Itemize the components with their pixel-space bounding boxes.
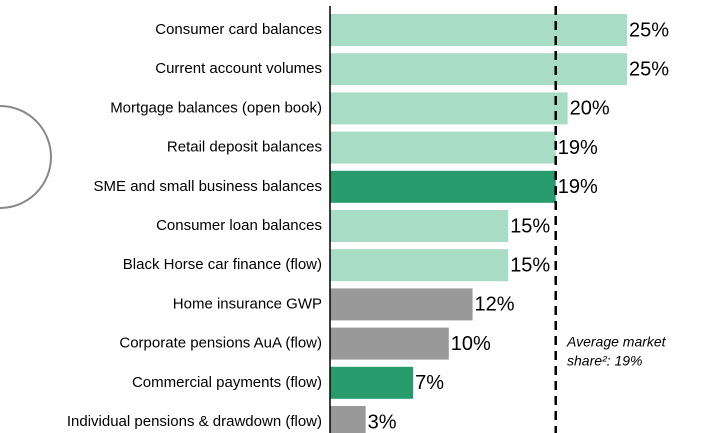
value-label: 7% (415, 372, 444, 394)
category-label: Consumer card balances (155, 21, 322, 38)
value-label: 3% (368, 411, 397, 433)
bar (330, 14, 627, 46)
bar (330, 92, 568, 125)
bar (330, 53, 627, 86)
value-label: 19% (558, 176, 598, 198)
value-label: 15% (510, 254, 550, 276)
decor-circle (0, 105, 52, 209)
category-label: Consumer loan balances (156, 217, 322, 234)
bar (330, 327, 449, 360)
value-label: 25% (629, 19, 669, 41)
value-label: 12% (475, 294, 515, 316)
bar (330, 210, 509, 242)
category-label: Retail deposit balances (167, 139, 322, 156)
category-label: Commercial payments (flow) (132, 374, 322, 391)
bar (330, 288, 473, 321)
category-label: SME and small business balances (94, 178, 322, 195)
value-label: 20% (570, 98, 610, 120)
category-label: Individual pensions & drawdown (flow) (67, 413, 322, 430)
value-label: 10% (451, 333, 491, 355)
bar (330, 249, 509, 282)
bar (330, 170, 556, 203)
annotation: share²: 19% (567, 353, 642, 369)
category-label: Black Horse car finance (flow) (123, 256, 322, 273)
value-label: 15% (510, 215, 550, 237)
value-label: 25% (629, 58, 669, 80)
bar (330, 406, 366, 433)
category-label: Corporate pensions AuA (flow) (119, 335, 322, 352)
category-label: Mortgage balances (open book) (110, 99, 322, 116)
bar (330, 366, 414, 399)
bar (330, 131, 556, 164)
category-label: Current account volumes (155, 60, 322, 77)
value-label: 19% (558, 137, 598, 159)
annotation: Average market (566, 334, 667, 350)
category-label: Home insurance GWP (173, 295, 322, 312)
